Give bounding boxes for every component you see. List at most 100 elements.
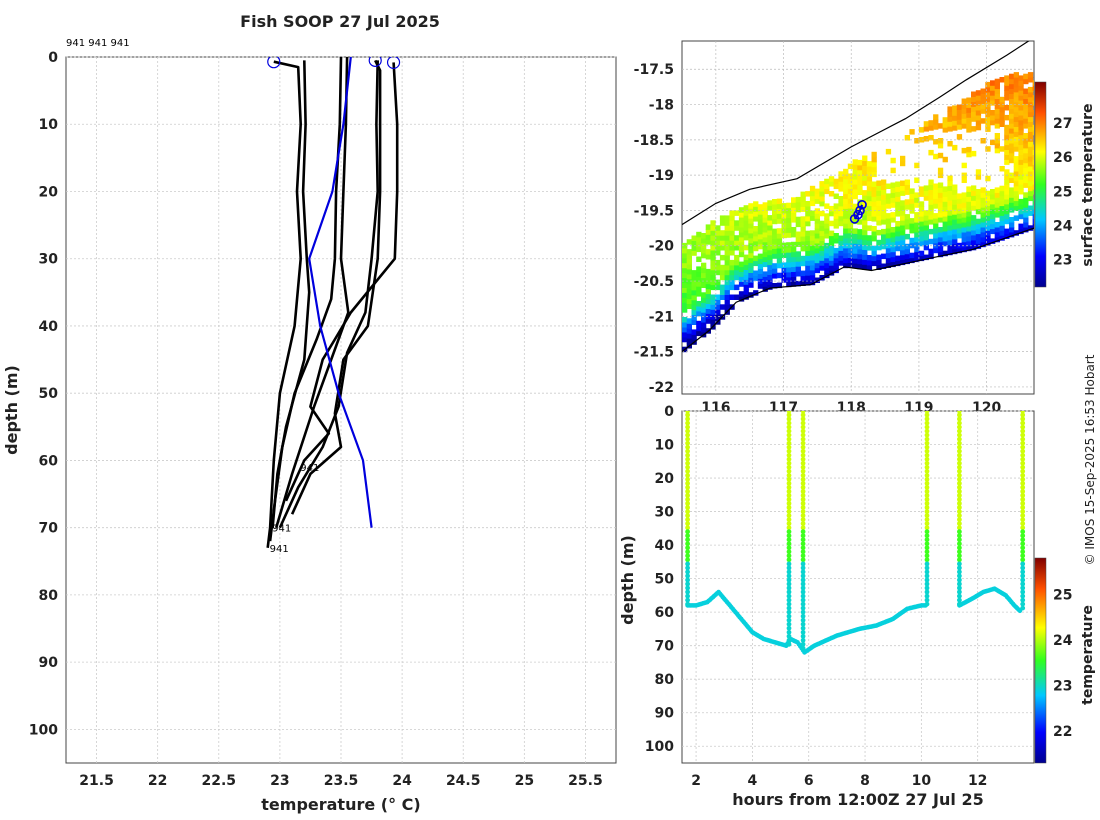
sst-cell: [933, 203, 939, 209]
section-cast-point: [685, 436, 690, 442]
sst-cell: [1009, 147, 1015, 154]
page-title: Fish SOOP 27 Jul 2025: [240, 12, 440, 31]
sst-cell: [795, 256, 801, 262]
sst-cell: [729, 235, 735, 241]
sst-cell: [838, 215, 844, 222]
sst-cell: [805, 220, 811, 227]
sst-cell: [928, 209, 934, 215]
sst-cell: [862, 244, 868, 250]
sst-cell: [956, 203, 963, 209]
sst-cell: [772, 238, 778, 244]
section-cast-point: [786, 629, 792, 635]
sst-cell: [1009, 93, 1015, 99]
section-cast-point: [800, 497, 806, 502]
section-cast-point: [800, 593, 806, 599]
sst-cell: [871, 191, 877, 197]
section-cast-point: [924, 513, 930, 518]
sst-cell: [686, 288, 692, 295]
sst-cell: [947, 239, 953, 246]
sst-cell: [814, 223, 820, 229]
sst-cell: [814, 198, 820, 204]
sst-cell: [1023, 142, 1029, 149]
sst-cell: [738, 296, 745, 302]
section-cast-point: [685, 533, 690, 539]
sst-cell: [937, 142, 944, 149]
sst-cell: [762, 256, 768, 263]
sst-cell: [776, 257, 783, 264]
sst-cell: [876, 200, 882, 206]
section-cast-point: [685, 541, 690, 547]
sst-cell: [937, 172, 944, 179]
sst-cell: [956, 227, 963, 234]
sst-cell: [757, 214, 764, 220]
sst-cell: [729, 240, 735, 246]
sst-cell: [947, 210, 953, 216]
sst-cell: [1009, 207, 1015, 213]
section-ytick: 20: [655, 471, 675, 487]
sst-cell: [923, 195, 929, 201]
section-cast-point: [685, 557, 690, 563]
sst-cell: [1023, 118, 1029, 124]
section-cast-point: [1020, 545, 1026, 551]
section-cast-point: [800, 436, 806, 442]
section-cast-point: [924, 440, 930, 446]
sst-cell: [701, 247, 707, 254]
sst-cell: [786, 257, 792, 263]
sst-cell: [914, 246, 920, 253]
sst-cell: [857, 184, 863, 191]
sst-cell: [862, 209, 868, 216]
sst-cell: [719, 304, 726, 310]
section-cast-point: [800, 432, 806, 438]
sst-cell: [994, 226, 1000, 233]
sst-cell: [1023, 98, 1029, 104]
sst-cell: [1023, 123, 1029, 129]
sst-cell: [909, 208, 915, 214]
sst-cell: [900, 234, 906, 241]
sst-cell: [947, 106, 953, 112]
sst-cell: [1023, 192, 1029, 198]
sst-cell: [990, 194, 996, 200]
sst-cell: [843, 213, 849, 219]
sst-cell: [852, 169, 858, 175]
sst-cell: [990, 110, 996, 116]
section-cast-point: [685, 573, 690, 579]
sst-cell: [1004, 80, 1010, 86]
section-cast-point: [800, 629, 806, 635]
sst-cell: [914, 138, 920, 144]
sst-cell: [890, 261, 896, 268]
sst-cell: [814, 218, 820, 224]
sst-cell: [904, 184, 910, 190]
sst-cell: [900, 190, 906, 196]
sst-cell: [961, 212, 967, 218]
sst-cell: [980, 187, 986, 193]
sst-cell: [819, 230, 825, 237]
section-cast-point: [685, 601, 690, 607]
sst-cell: [710, 299, 716, 305]
sst-cell: [900, 239, 906, 246]
section-cast-point: [786, 593, 792, 599]
sst-cell: [805, 240, 811, 247]
sst-cell: [881, 228, 887, 235]
sst-cell: [933, 153, 939, 160]
section-cast-point: [685, 485, 690, 490]
section-cast-point: [786, 473, 792, 478]
map-colorbar: [1034, 81, 1047, 288]
sst-cell: [809, 264, 816, 271]
section-cast-point: [924, 493, 930, 498]
sst-cell: [975, 198, 982, 205]
sst-cell: [914, 202, 920, 208]
sst-cell: [847, 232, 854, 239]
sst-cell: [1018, 124, 1024, 131]
sst-cell: [918, 240, 925, 247]
sst-cell: [975, 95, 982, 101]
sst-cell: [847, 227, 854, 234]
sst-cell: [1027, 77, 1034, 83]
sst-cell: [729, 264, 735, 271]
sst-cell: [980, 118, 986, 124]
sst-cell: [843, 178, 849, 185]
sst-cell: [904, 258, 910, 265]
sst-cell: [833, 233, 839, 239]
sst-cell: [985, 91, 991, 98]
section-cast-point: [685, 477, 690, 482]
sst-cell: [918, 191, 925, 197]
